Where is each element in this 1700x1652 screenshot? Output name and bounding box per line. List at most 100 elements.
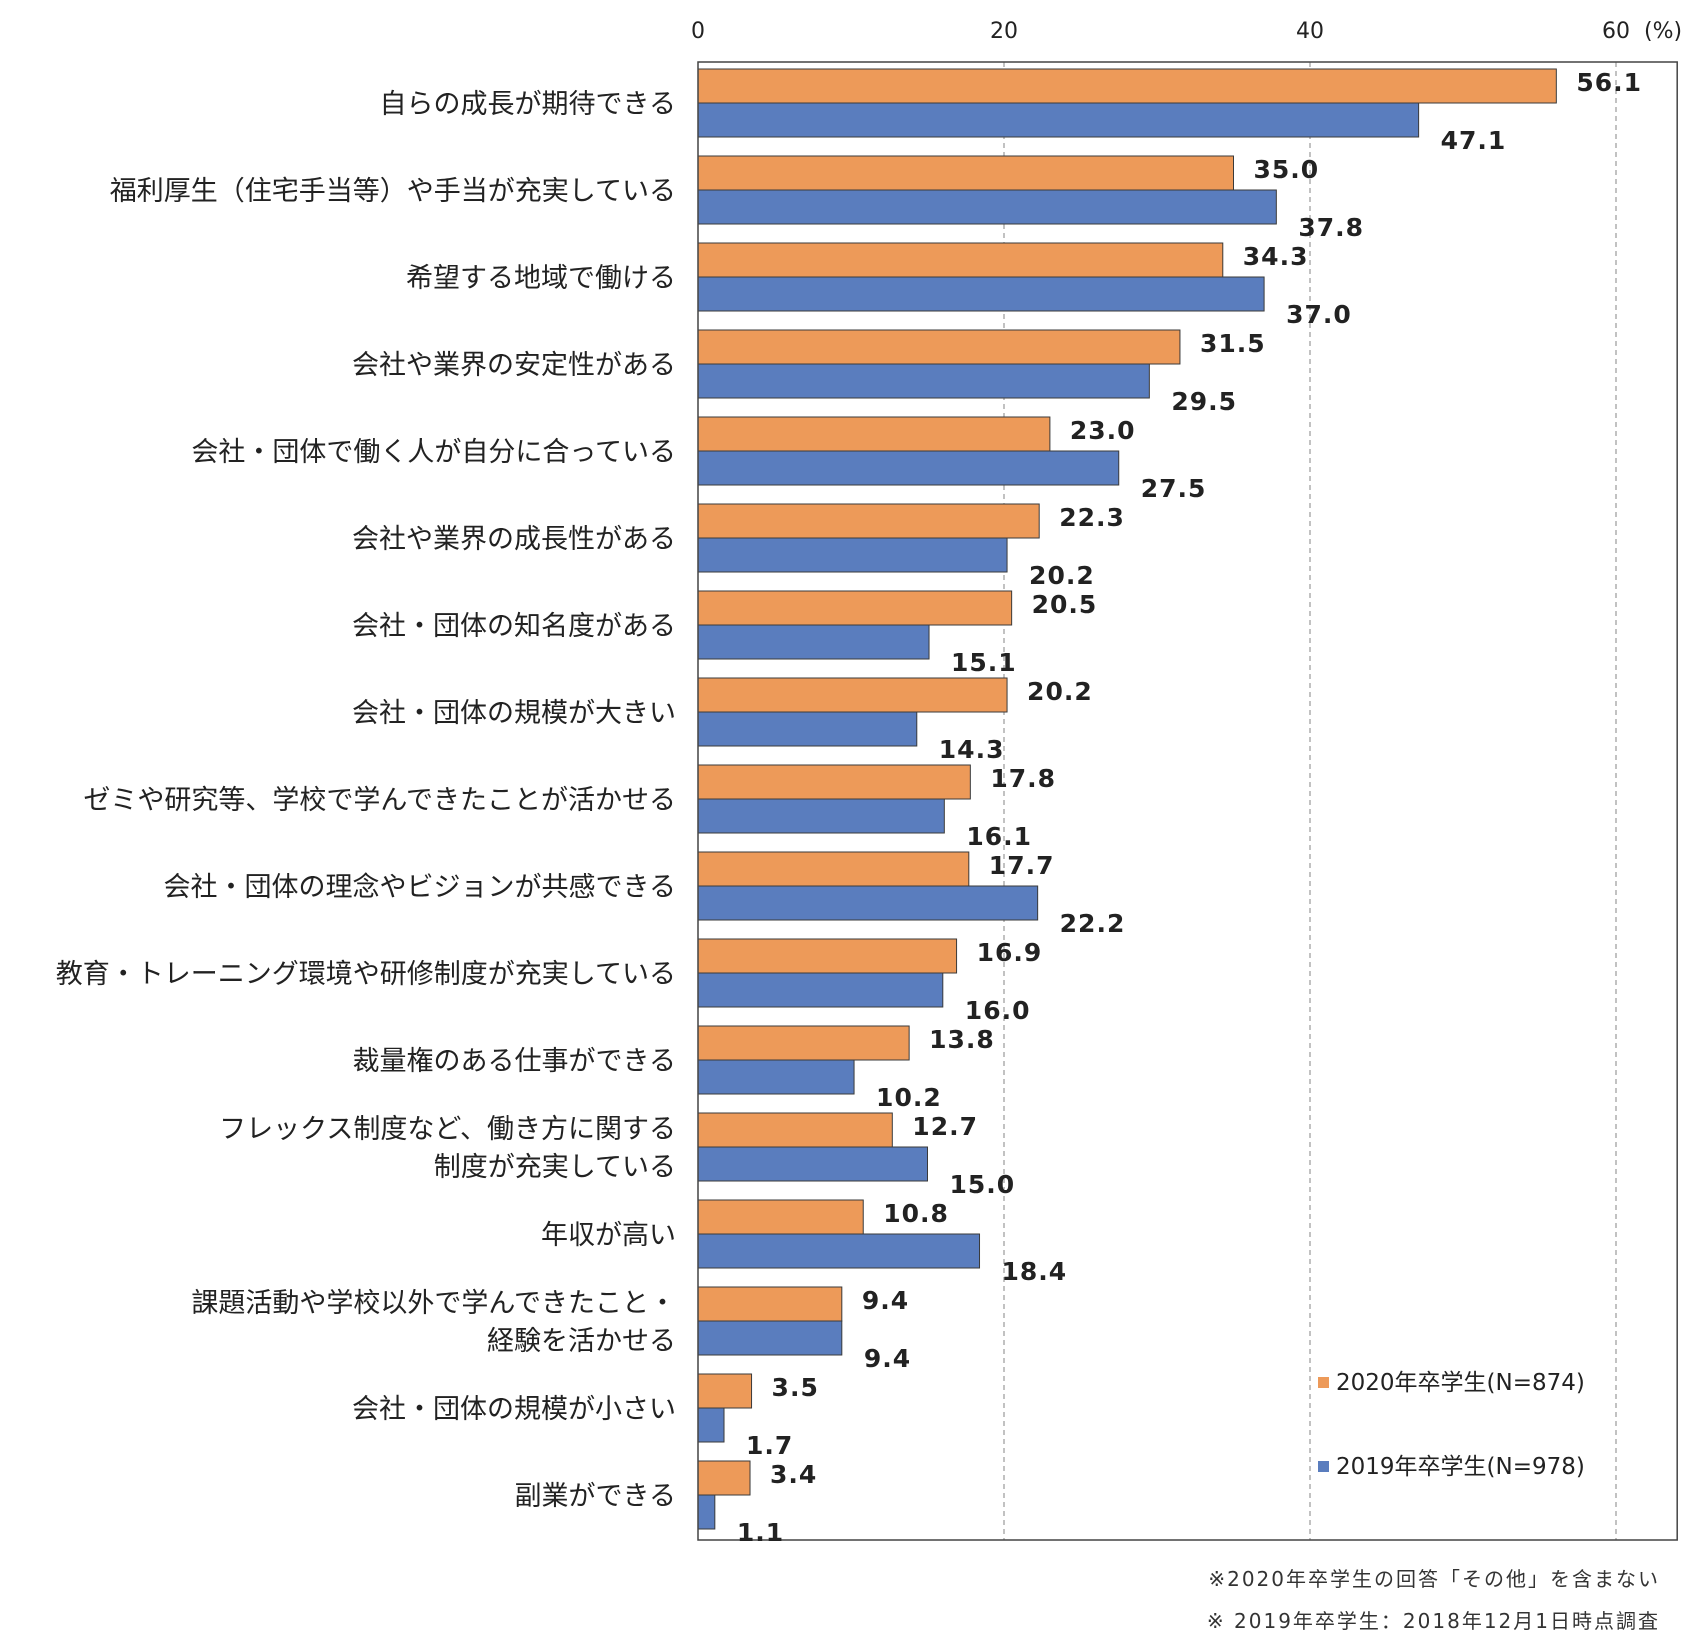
bar (697, 624, 930, 660)
data-label: 16.0 (965, 996, 1031, 1025)
bar (697, 885, 1039, 921)
legend-swatch (1318, 1377, 1329, 1388)
bar (697, 764, 971, 800)
data-label: 13.8 (929, 1025, 995, 1054)
x-axis-unit: (%) (1644, 19, 1682, 44)
bar (697, 1059, 855, 1095)
legend-label: 2020年卒学生(N=874) (1336, 1370, 1585, 1396)
axes: 0 20 40 60 (%) (691, 19, 1682, 1541)
category-label: 副業ができる (515, 1481, 676, 1512)
bar (697, 677, 1008, 713)
bar (697, 798, 945, 834)
data-label: 17.7 (989, 851, 1055, 880)
bar (697, 155, 1234, 191)
x-tick-label: 0 (691, 19, 705, 44)
category-label: 会社・団体の規模が小さい (352, 1394, 676, 1425)
data-label: 47.1 (1441, 126, 1507, 155)
data-label: 18.4 (1002, 1257, 1068, 1286)
data-label: 15.0 (950, 1170, 1016, 1199)
bar (697, 1199, 864, 1235)
bar (697, 102, 1420, 138)
bar (697, 1112, 893, 1148)
category-label: 制度が充実している (434, 1152, 676, 1183)
bar (697, 1407, 725, 1443)
bar (697, 1320, 843, 1356)
category-label: 年収が高い (541, 1220, 676, 1251)
data-label: 15.1 (951, 648, 1017, 677)
category-label: 会社・団体の知名度がある (352, 611, 676, 642)
data-label: 3.5 (772, 1373, 819, 1402)
bar (697, 450, 1120, 486)
data-label: 9.4 (862, 1286, 909, 1315)
labels: 56.1 47.1 自らの成長が期待できる 35.0 37.8 福利厚生（住宅手当等）や手… (56, 68, 1642, 1547)
data-label: 31.5 (1200, 329, 1266, 358)
data-label: 37.8 (1298, 213, 1364, 242)
data-label: 23.0 (1070, 416, 1136, 445)
bar (697, 503, 1040, 539)
bar (697, 189, 1277, 225)
bar (697, 1494, 716, 1530)
x-tick-label: 40 (1296, 19, 1324, 44)
plot-frame (697, 61, 1678, 1541)
x-tick-label: 60 (1602, 19, 1630, 44)
data-label: 1.1 (737, 1518, 784, 1547)
legend-swatch (1318, 1461, 1329, 1472)
category-label: 会社や業界の成長性がある (352, 524, 676, 555)
footnote-other-excluded: ※2020年卒学生の回答「その他」を含まない (1208, 1567, 1660, 1591)
category-label: フレックス制度など、働き方に関する (219, 1114, 676, 1145)
data-label: 56.1 (1576, 68, 1642, 97)
bar (697, 1460, 751, 1496)
category-label: 自らの成長が期待できる (380, 89, 676, 120)
data-label: 27.5 (1141, 474, 1207, 503)
category-label: 会社・団体の規模が大きい (352, 698, 676, 729)
category-label: 会社・団体の理念やビジョンが共感できる (164, 872, 676, 903)
data-label: 14.3 (939, 735, 1005, 764)
data-label: 1.7 (746, 1431, 793, 1460)
data-label: 16.1 (966, 822, 1032, 851)
bar (697, 363, 1150, 399)
bar (697, 1286, 843, 1322)
category-label: 裁量権のある仕事ができる (353, 1046, 676, 1077)
bar (697, 938, 958, 974)
data-label: 35.0 (1254, 155, 1320, 184)
bar (697, 1373, 753, 1409)
data-label: 34.3 (1243, 242, 1309, 271)
bar (697, 276, 1265, 312)
bar (697, 1025, 910, 1061)
bar (697, 329, 1181, 365)
bar (697, 1146, 928, 1182)
legend-label: 2019年卒学生(N=978) (1336, 1454, 1585, 1480)
data-label: 9.4 (864, 1344, 911, 1373)
bar (697, 590, 1013, 626)
bar (697, 972, 944, 1008)
data-label: 10.8 (883, 1199, 949, 1228)
legend: 2020年卒学生(N=874) 2019年卒学生(N=978) (1318, 1370, 1585, 1480)
category-label: 教育・トレーニング環境や研修制度が充実している (56, 959, 676, 990)
bar (697, 68, 1557, 104)
data-label: 16.9 (977, 938, 1043, 967)
footnote-survey-date: ※ 2019年卒学生：2018年12月1日時点調査 (1206, 1609, 1660, 1633)
bar (697, 416, 1051, 452)
category-label: 希望する地域で働ける (406, 263, 676, 294)
data-label: 17.8 (990, 764, 1056, 793)
bar (697, 242, 1224, 278)
data-label: 10.2 (876, 1083, 942, 1112)
data-label: 20.2 (1029, 561, 1095, 590)
category-label: 経験を活かせる (487, 1326, 676, 1357)
category-label: 課題活動や学校以外で学んできたこと・ (191, 1288, 676, 1319)
bar (697, 537, 1008, 573)
bar (697, 851, 970, 887)
data-label: 22.3 (1059, 503, 1125, 532)
data-label: 22.2 (1060, 909, 1126, 938)
data-label: 20.2 (1027, 677, 1093, 706)
bar (697, 711, 918, 747)
data-label: 20.5 (1032, 590, 1098, 619)
bars (697, 68, 1557, 1530)
data-label: 37.0 (1286, 300, 1352, 329)
category-label: 会社・団体で働く人が自分に合っている (191, 437, 676, 468)
category-label: 福利厚生（住宅手当等）や手当が充実している (110, 176, 676, 207)
data-label: 3.4 (770, 1460, 817, 1489)
data-label: 29.5 (1171, 387, 1237, 416)
bar (697, 1233, 981, 1269)
